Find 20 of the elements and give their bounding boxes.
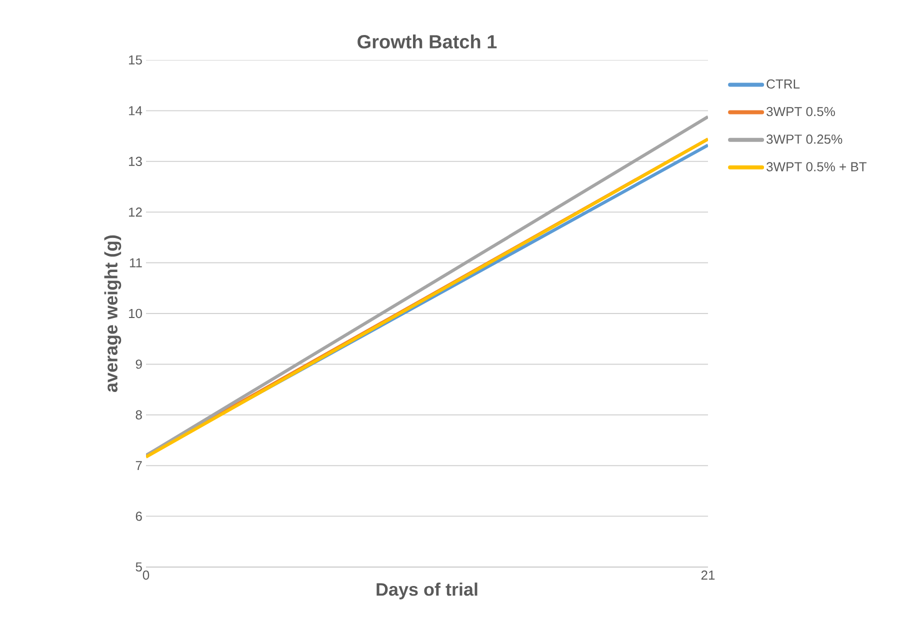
y-tick-label: 8	[136, 410, 142, 420]
legend-label: 3WPT 0.5% + BT	[766, 162, 867, 172]
y-tick-label: 6	[136, 512, 142, 521]
x-axis-title: Days of trial	[376, 582, 478, 600]
y-tick-label: 12	[129, 208, 142, 217]
legend-label: 3WPT 0.25%	[766, 134, 842, 144]
y-axis-title: average weight (g)	[104, 235, 122, 392]
x-tick-label: 0	[142, 570, 150, 580]
x-tick-label: 21	[701, 570, 715, 580]
y-tick-label: 11	[130, 258, 142, 268]
y-tick-label: 9	[136, 360, 142, 369]
chart-title: Growth Batch 1	[358, 34, 497, 48]
y-tick-label: 5	[136, 562, 142, 572]
y-tick-label: 14	[129, 106, 142, 116]
y-tick-label: 10	[129, 308, 142, 318]
legend-label: 3WPT 0.5%	[766, 106, 835, 116]
y-tick-label: 13	[129, 156, 142, 166]
y-tick-label: 15	[129, 55, 142, 65]
legend-label: CTRL	[766, 79, 800, 89]
y-tick-label: 7	[136, 461, 142, 470]
